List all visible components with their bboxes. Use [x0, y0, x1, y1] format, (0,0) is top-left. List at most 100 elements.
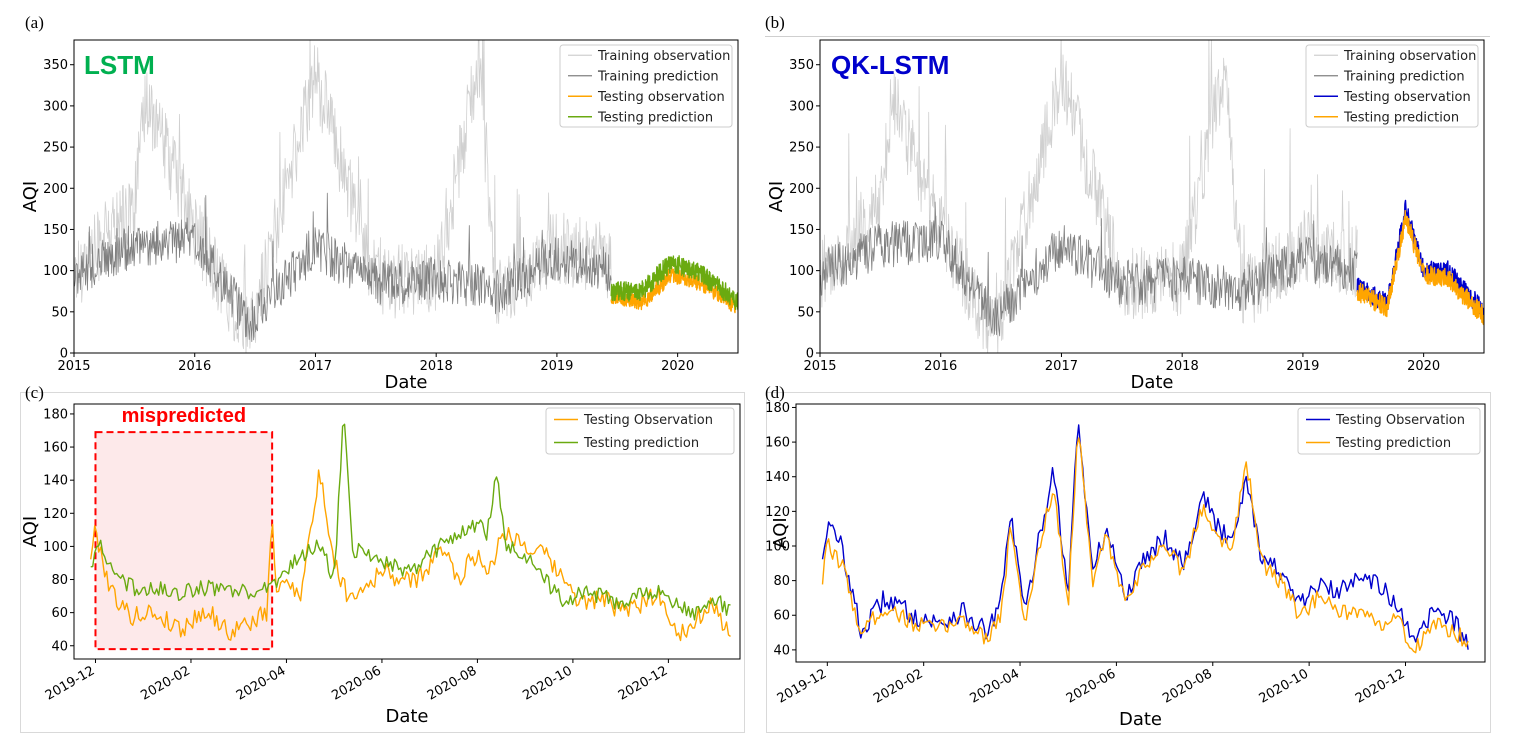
- legend-label: Testing Observation: [1335, 413, 1465, 428]
- y-tick-label: 50: [51, 305, 68, 320]
- y-tick-label: 200: [43, 182, 68, 197]
- y-tick-label: 80: [773, 574, 790, 589]
- series-line-testing-prediction: [1356, 209, 1484, 326]
- x-tick-label: 2020: [1407, 359, 1440, 374]
- series-line-training-prediction: [74, 192, 612, 342]
- y-axis-title: AQI: [20, 181, 41, 212]
- x-tick-label: 2020-08: [1160, 666, 1215, 706]
- x-tick-label: 2020-06: [329, 663, 384, 703]
- y-tick-label: 180: [43, 407, 68, 422]
- legend-label: Testing observation: [1343, 90, 1471, 105]
- x-tick-label: 2019: [540, 359, 573, 374]
- x-tick-label: 2018: [1166, 359, 1199, 374]
- legend-label: Training observation: [597, 49, 730, 64]
- y-tick-label: 140: [765, 470, 790, 485]
- x-tick-label: 2020-10: [1257, 666, 1312, 706]
- y-tick-label: 60: [773, 609, 790, 624]
- x-tick-label: 2020-04: [234, 663, 289, 703]
- chart-panel-b: (b) 0 50 100 150 200 250 300 350 2015 2016 2017 2018…: [765, 13, 1485, 393]
- y-tick-label: 100: [43, 540, 68, 555]
- series-group: [821, 424, 1469, 654]
- legend-label: Testing prediction: [1343, 110, 1459, 125]
- y-tick-label: 160: [765, 436, 790, 451]
- x-tick-label: 2019-12: [775, 666, 830, 706]
- y-tick-label: 150: [789, 223, 814, 238]
- model-title: LSTM: [84, 50, 155, 80]
- x-axis-title: Date: [385, 706, 428, 727]
- series-group: [820, 40, 1484, 353]
- panel-label: (b): [765, 13, 785, 32]
- y-axis-title: AQI: [770, 517, 791, 548]
- panel-c-frame: [20, 392, 745, 733]
- series-line-training-observation: [820, 40, 1358, 353]
- legend-label: Training prediction: [597, 69, 719, 84]
- series-line-testing-observation: [610, 266, 738, 314]
- plot-frame: [73, 403, 741, 660]
- y-tick-label: 40: [51, 639, 68, 654]
- legend-box: [1305, 44, 1479, 128]
- y-tick-label: 160: [43, 441, 68, 456]
- legend-label: Training observation: [1343, 49, 1476, 64]
- plot-frame: [73, 39, 739, 354]
- legend-label: Testing prediction: [1335, 436, 1451, 451]
- y-tick-label: 350: [43, 58, 68, 73]
- y-axis-title: AQI: [766, 181, 787, 212]
- y-tick-label: 120: [765, 505, 790, 520]
- y-tick-label: 300: [43, 99, 68, 114]
- chart-panel-a: (a) 0 50 100 150 200 250 300 350 2015 2016 2017 2018…: [20, 13, 739, 393]
- mispredicted-label: mispredicted: [122, 405, 246, 427]
- panel-label: (c): [25, 383, 44, 402]
- series-group: [74, 40, 738, 353]
- y-tick-label: 120: [43, 507, 68, 522]
- y-tick-label: 150: [43, 223, 68, 238]
- y-tick-label: 250: [789, 141, 814, 156]
- plot-frame: [819, 39, 1485, 354]
- x-axis-title: Date: [384, 372, 427, 393]
- x-tick-label: 2020-02: [138, 663, 193, 703]
- x-tick-label: 2019-12: [43, 663, 98, 703]
- legend-label: Testing prediction: [597, 110, 713, 125]
- series-line-testing-prediction: [610, 255, 738, 311]
- y-tick-label: 50: [797, 305, 814, 320]
- plot-frame: [795, 403, 1486, 663]
- x-tick-label: 2020-12: [1353, 666, 1408, 706]
- x-tick-label: 2016: [924, 359, 957, 374]
- x-axis-title: Date: [1119, 709, 1162, 730]
- legend-box: [1297, 407, 1481, 455]
- x-tick-label: 2020-04: [967, 666, 1022, 706]
- y-tick-label: 0: [806, 347, 814, 362]
- legend-label: Testing Observation: [583, 413, 713, 428]
- y-tick-label: 80: [51, 573, 68, 588]
- panel-label: (a): [25, 13, 44, 32]
- x-tick-label: 2020-10: [520, 663, 575, 703]
- x-tick-label: 2017: [1045, 359, 1078, 374]
- y-tick-label: 0: [60, 347, 68, 362]
- chart-panel-c: (c) mispredicted 40 60 80 100 120 140 160 180 2019…: [20, 383, 741, 727]
- x-tick-label: 2015: [57, 359, 90, 374]
- y-tick-label: 180: [765, 401, 790, 416]
- y-tick-label: 250: [43, 141, 68, 156]
- x-tick-label: 2019: [1286, 359, 1319, 374]
- legend-label: Training prediction: [1343, 69, 1465, 84]
- x-tick-label: 2018: [420, 359, 453, 374]
- x-tick-label: 2020-02: [871, 666, 926, 706]
- x-tick-label: 2020: [661, 359, 694, 374]
- mispredicted-region: [94, 431, 274, 651]
- legend-box: [545, 407, 735, 455]
- y-tick-label: 300: [789, 99, 814, 114]
- legend-box: [559, 44, 733, 128]
- x-tick-label: 2016: [178, 359, 211, 374]
- series-line-testing-observation: [821, 424, 1469, 650]
- y-tick-label: 60: [51, 606, 68, 621]
- y-tick-label: 100: [789, 264, 814, 279]
- chart-panel-d: (d) 40 60 80 100 120 140 160 180 2019-12 2020-02 20…: [765, 383, 1486, 730]
- y-tick-label: 100: [43, 264, 68, 279]
- panel-label: (d): [765, 383, 785, 402]
- x-tick-label: 2015: [803, 359, 836, 374]
- legend-label: Testing prediction: [583, 436, 699, 451]
- y-tick-label: 350: [789, 58, 814, 73]
- series-line-testing-prediction: [90, 423, 731, 621]
- panel-d-frame: [766, 392, 1491, 733]
- y-tick-label: 200: [789, 182, 814, 197]
